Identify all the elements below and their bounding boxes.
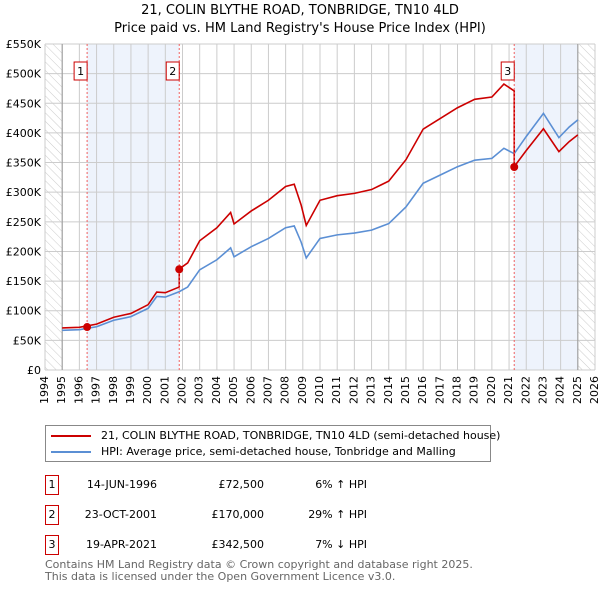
x-tick-label: 2012 [347, 376, 360, 404]
x-tick-label: 2007 [261, 376, 274, 404]
property-price-line [62, 82, 579, 329]
x-tick-label: 2011 [330, 376, 343, 404]
x-tick-label: 2015 [399, 376, 412, 404]
price-chart: 1 2 3 1994 1995 1996 1997 1998 1999 2000 2001 2002… [6, 38, 600, 404]
x-tick-label: 2000 [141, 376, 154, 404]
shaded-period [514, 44, 578, 370]
sale-label-box [73, 61, 88, 81]
x-tick-label: 2021 [502, 376, 515, 404]
sale-label-box [165, 61, 180, 81]
transaction-hpi-diff: 7% ↓ HPI [315, 538, 367, 551]
title-line-1: 21, COLIN BLYTHE ROAD, TONBRIDGE, TN10 4… [141, 3, 459, 18]
transaction-date: 23-OCT-2001 [84, 508, 157, 521]
transaction-date: 19-APR-2021 [85, 538, 157, 551]
transaction-row: 2 23-OCT-2001 £170,000 29% ↑ HPI [45, 505, 465, 525]
x-tick-label: 1997 [90, 376, 103, 404]
hatched-no-data [45, 44, 63, 370]
y-tick-label: £350K [6, 157, 42, 170]
footer: Contains HM Land Registry data © Crown c… [45, 559, 473, 583]
x-tick-label: 1998 [107, 376, 120, 404]
footer-copyright: Contains HM Land Registry data © Crown c… [45, 558, 473, 571]
sale-label-box [500, 61, 515, 81]
footer-licence: This data is licensed under the Open Gov… [45, 570, 396, 583]
sale-label: 2 [169, 65, 176, 78]
y-tick-label: £50K [13, 334, 42, 347]
y-tick-label: £400K [6, 127, 42, 140]
x-tick-label: 2020 [485, 376, 498, 404]
sale-label: 3 [504, 65, 511, 78]
hpi-line [62, 111, 579, 332]
x-tick-label: 2008 [279, 376, 292, 404]
x-tick-label: 2022 [519, 376, 532, 404]
x-tick-label: 2016 [416, 376, 429, 404]
x-tick-label: 2009 [296, 376, 309, 404]
legend-hpi-label: HPI: Average price, semi-detached house,… [101, 445, 456, 458]
x-tick-label: 2002 [176, 376, 189, 404]
x-tick-label: 2014 [382, 376, 395, 404]
hatched-no-data [577, 44, 595, 370]
x-tick-label: 1999 [124, 376, 137, 404]
y-tick-label: £450K [6, 97, 42, 110]
title-line-2: Price paid vs. HM Land Registry's House … [114, 21, 486, 36]
legend-property-label: 21, COLIN BLYTHE ROAD, TONBRIDGE, TN10 4… [101, 429, 501, 442]
x-tick-label: 2006 [244, 376, 257, 404]
transaction-price: £170,000 [211, 508, 265, 521]
y-tick-label: £200K [6, 245, 42, 258]
x-tick-label: 1996 [72, 376, 85, 404]
x-tick-label: 2004 [210, 376, 223, 404]
chart-title: 21, COLIN BLYTHE ROAD, TONBRIDGE, TN10 4… [0, 2, 600, 38]
transaction-hpi-diff: 29% ↑ HPI [308, 508, 367, 521]
x-tick-label: 2005 [227, 376, 240, 404]
sale-label: 1 [77, 65, 84, 78]
transaction-price: £72,500 [218, 478, 265, 491]
y-tick-label: £150K [6, 275, 42, 288]
transaction-date: 14-JUN-1996 [86, 478, 157, 491]
x-tick-label: 2013 [365, 376, 378, 404]
y-tick-label: £550K [6, 38, 42, 51]
transaction-marker: 1 [45, 475, 59, 495]
sale-point [510, 162, 519, 171]
x-tick-label: 2024 [554, 376, 567, 404]
x-tick-label: 1994 [38, 376, 51, 404]
sale-point [83, 323, 92, 332]
x-tick-label: 2019 [468, 376, 481, 404]
transaction-price: £342,500 [211, 538, 265, 551]
y-tick-label: £250K [6, 216, 42, 229]
transaction-row: 3 19-APR-2021 £342,500 7% ↓ HPI [45, 535, 465, 555]
transaction-marker: 2 [45, 505, 59, 525]
x-tick-label: 2025 [571, 376, 584, 404]
legend-property-swatch [51, 434, 91, 437]
x-tick-label: 2018 [451, 376, 464, 404]
transaction-hpi-diff: 6% ↑ HPI [315, 478, 367, 491]
sale-point [175, 265, 184, 274]
x-tick-label: 2010 [313, 376, 326, 404]
legend: 21, COLIN BLYTHE ROAD, TONBRIDGE, TN10 4… [45, 425, 500, 462]
x-tick-label: 2023 [536, 376, 549, 404]
transaction-marker: 3 [45, 535, 59, 555]
y-tick-label: £100K [6, 305, 42, 318]
x-tick-label: 2003 [193, 376, 206, 404]
legend-hpi-swatch [51, 450, 91, 453]
y-tick-label: £500K [6, 68, 42, 81]
x-tick-label: 2017 [433, 376, 446, 404]
x-tick-label: 1995 [55, 376, 68, 404]
x-tick-label: 2026 [588, 376, 600, 404]
y-tick-label: £300K [6, 186, 42, 199]
y-tick-label: £0 [27, 364, 41, 377]
x-tick-label: 2001 [158, 376, 171, 404]
transaction-row: 1 14-JUN-1996 £72,500 6% ↑ HPI [45, 475, 465, 495]
